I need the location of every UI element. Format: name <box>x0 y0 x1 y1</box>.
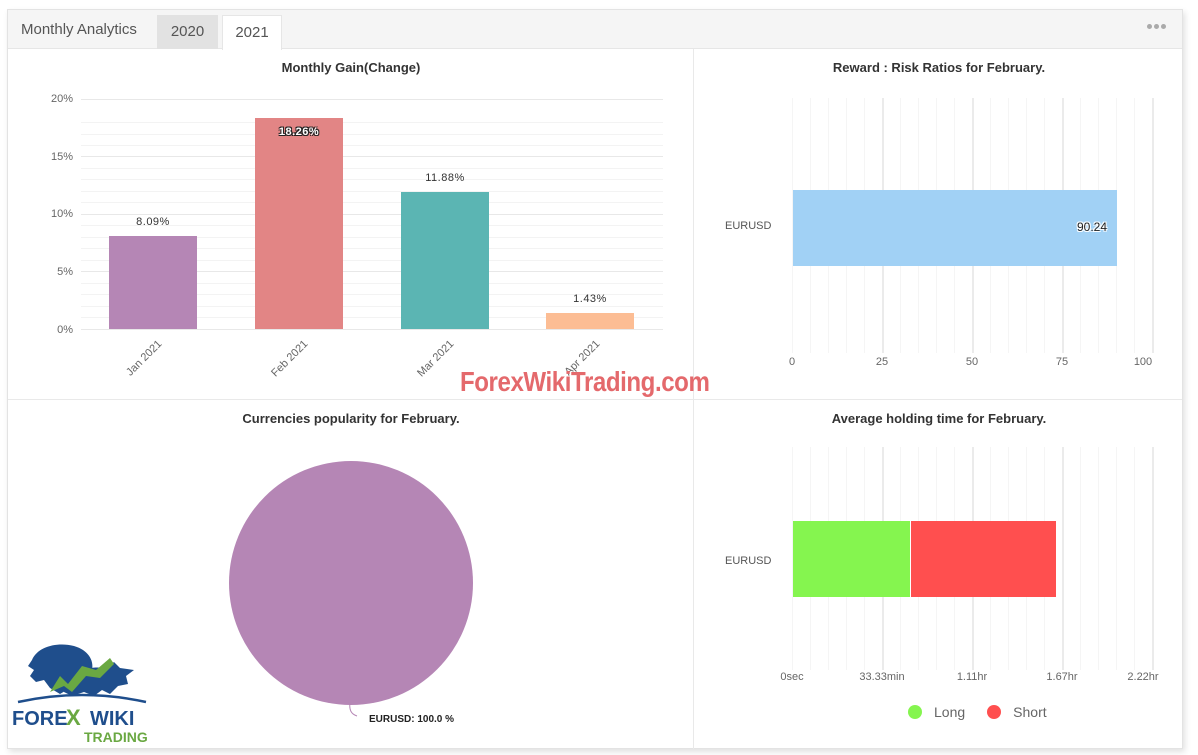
pie-slice-label: EURUSD: 100.0 % <box>369 714 455 725</box>
chart-legend: Long Short <box>908 704 1069 720</box>
y-tick: 5% <box>57 266 73 278</box>
bar-value-label: 11.88% <box>425 172 465 184</box>
gridline <box>81 99 663 100</box>
gridline <box>1134 447 1135 670</box>
horizontal-divider <box>8 399 1182 400</box>
bar-value-label: 90.24 <box>1077 220 1108 234</box>
bar-apr-2021[interactable] <box>546 313 634 329</box>
card-header: Monthly Analytics 2020 2021 <box>8 10 1182 50</box>
gridline <box>1134 98 1135 353</box>
card-title: Monthly Analytics <box>21 21 137 38</box>
gridline <box>1152 98 1154 353</box>
bar-mar-2021[interactable] <box>401 192 489 329</box>
bull-bear-logo-icon: FORE X WIKI TRADING <box>12 644 148 745</box>
forex-wiki-logo: FORE X WIKI TRADING <box>10 640 155 745</box>
gridline <box>81 260 663 261</box>
bar-eurusd[interactable] <box>793 190 1117 266</box>
x-tick: 50 <box>965 356 979 368</box>
svg-text:FORE: FORE <box>12 708 68 730</box>
y-tick: 15% <box>50 151 73 163</box>
x-tick: 33.33min <box>859 671 905 683</box>
legend-label: Short <box>1013 704 1047 720</box>
gridline <box>81 134 663 135</box>
gridline <box>81 294 663 295</box>
bar-jan-2021[interactable] <box>109 236 197 329</box>
gridline <box>792 447 793 670</box>
gridline <box>1152 447 1154 670</box>
x-tick: 0sec <box>780 671 804 683</box>
legend-label: Long <box>934 704 966 720</box>
chart-title: Currencies popularity for February. <box>242 411 460 426</box>
bar-value-label: 18.26% <box>278 126 320 138</box>
svg-text:WIKI: WIKI <box>90 708 134 730</box>
x-tick: Feb 2021 <box>269 338 311 380</box>
gridline <box>81 248 663 249</box>
gridline <box>1098 447 1099 670</box>
bar-feb-2021[interactable] <box>255 118 343 329</box>
gridline <box>1080 447 1081 670</box>
legend-dot-icon <box>908 705 922 719</box>
x-tick: Jan 2021 <box>123 338 165 379</box>
y-category: EURUSD <box>725 220 772 232</box>
x-tick: 75 <box>1055 356 1069 368</box>
svg-text:TRADING: TRADING <box>84 729 148 745</box>
bar-value-label: 1.43% <box>573 293 607 305</box>
tab-2021[interactable]: 2021 <box>222 15 282 50</box>
pie-slice-eurusd[interactable] <box>229 461 473 705</box>
tab-2020[interactable]: 2020 <box>157 15 218 49</box>
x-tick: 2.22hr <box>1127 671 1159 683</box>
x-tick: 25 <box>875 356 889 368</box>
gridline <box>81 202 663 203</box>
y-tick: 0% <box>57 324 73 336</box>
monthly-analytics-card: Monthly Analytics 2020 2021 Monthly Gain… <box>7 9 1183 749</box>
pie-label-connector <box>349 701 358 717</box>
x-tick: 1.11hr <box>956 671 988 683</box>
gridline <box>81 283 663 284</box>
dot <box>1154 24 1159 29</box>
legend-dot-icon <box>987 705 1002 719</box>
gridline <box>81 271 663 272</box>
x-tick: 100 <box>1133 356 1153 368</box>
gridline <box>81 156 663 157</box>
x-tick: Mar 2021 <box>415 338 457 380</box>
gridline <box>81 225 663 226</box>
y-tick: 10% <box>50 208 73 220</box>
gridline <box>81 145 663 146</box>
bar-long-eurusd[interactable] <box>793 521 910 597</box>
dot <box>1147 24 1152 29</box>
y-tick: 20% <box>50 93 73 105</box>
gridline <box>1062 447 1064 670</box>
chart-title: Average holding time for February. <box>831 411 1047 426</box>
x-tick: 1.67hr <box>1046 671 1078 683</box>
chart-title: Monthly Gain(Change) <box>281 60 421 75</box>
legend-item-long[interactable]: Long <box>908 704 965 720</box>
gridline <box>81 317 663 318</box>
gridline <box>1116 447 1117 670</box>
more-horizontal-icon[interactable] <box>1147 24 1166 29</box>
bar-value-label: 8.09% <box>136 216 170 228</box>
watermark-text: ForexWikiTrading.com <box>460 366 710 397</box>
gridline <box>81 179 663 180</box>
y-category: EURUSD <box>725 555 772 567</box>
gridline <box>81 237 663 238</box>
gridline <box>81 191 663 192</box>
gridline <box>792 98 793 353</box>
legend-item-short[interactable]: Short <box>987 704 1047 720</box>
dot <box>1161 24 1166 29</box>
bar-short-eurusd[interactable] <box>911 521 1056 597</box>
svg-text:X: X <box>66 705 81 730</box>
gridline <box>81 168 663 169</box>
x-tick: 0 <box>788 356 796 368</box>
gridline <box>81 329 663 330</box>
gridline <box>81 122 663 123</box>
gridline <box>81 306 663 307</box>
gridline <box>81 214 663 215</box>
chart-title: Reward : Risk Ratios for February. <box>832 60 1046 75</box>
